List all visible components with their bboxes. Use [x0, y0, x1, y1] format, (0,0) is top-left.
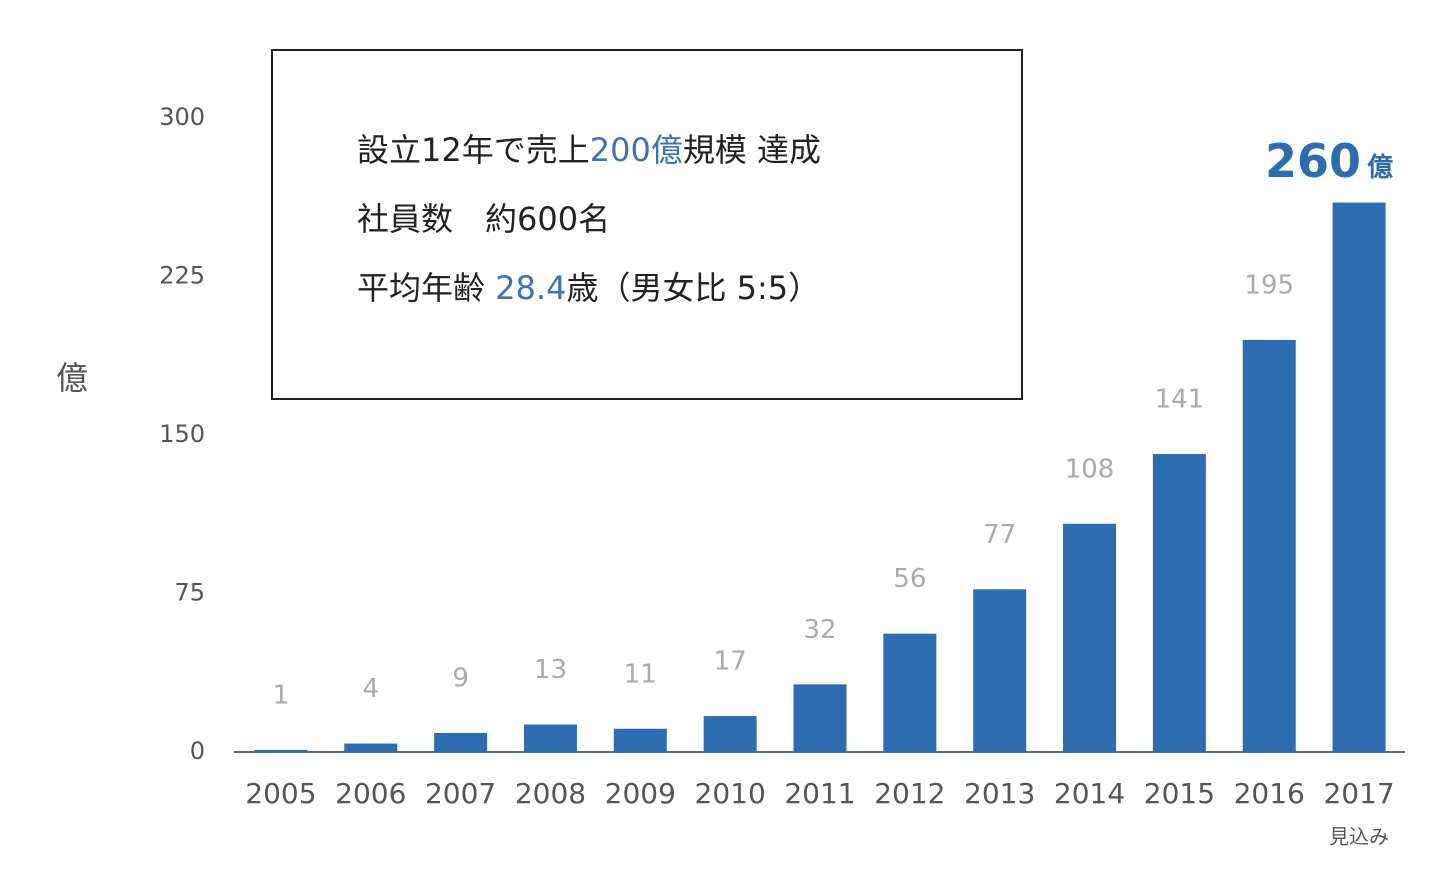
x-tick-label: 2010 — [695, 777, 766, 810]
x-tick-label: 2007 — [425, 777, 496, 810]
bar — [793, 684, 847, 752]
value-label: 195 — [1244, 270, 1294, 300]
value-label: 141 — [1155, 385, 1205, 415]
bar — [344, 743, 398, 752]
note: 見込み — [1329, 825, 1389, 849]
x-tick-label: 2009 — [605, 777, 676, 810]
value-label: 260 — [1265, 134, 1361, 188]
y-tick-label: 75 — [174, 579, 205, 607]
y-tick-label: 225 — [159, 262, 205, 290]
annotation-text: 28.4 — [495, 269, 566, 307]
x-tick-label: 2013 — [964, 777, 1035, 810]
value-label: 9 — [452, 663, 469, 693]
x-tick-label: 2015 — [1144, 777, 1215, 810]
y-tick-label: 0 — [190, 737, 205, 765]
value-label: 77 — [983, 520, 1016, 550]
value-label: 4 — [362, 674, 379, 704]
x-tick-label: 2014 — [1054, 777, 1125, 810]
annotation-text: 設立12年で売上 — [357, 131, 590, 169]
bar — [1242, 339, 1296, 752]
x-tick-label: 2005 — [245, 777, 316, 810]
bar — [883, 633, 937, 752]
y-tick-label: 300 — [159, 103, 205, 131]
bar — [1152, 454, 1206, 752]
value-label: 108 — [1065, 454, 1115, 484]
bar — [434, 732, 488, 752]
annotation-line: 設立12年で売上200億規模 達成 — [357, 131, 821, 169]
bar — [1063, 523, 1117, 752]
x-tick-label: 2006 — [335, 777, 406, 810]
annotation-line: 社員数 約600名 — [357, 200, 610, 238]
bar — [1332, 202, 1386, 753]
annotation-text: 社員数 約600名 — [357, 200, 610, 238]
value-label: 13 — [534, 655, 567, 685]
annotation-box — [271, 49, 1023, 400]
bar — [703, 716, 757, 752]
value-label: 32 — [803, 615, 836, 645]
x-tick-label: 2017 — [1323, 777, 1394, 810]
annotation-text: 規模 達成 — [683, 131, 821, 169]
bar — [523, 724, 577, 752]
x-tick-label: 2008 — [515, 777, 586, 810]
annotation-text: 平均年齢 — [357, 269, 495, 307]
bar — [613, 728, 667, 752]
annotation-text: 歳（男女比 5:5） — [566, 269, 820, 307]
bar — [973, 589, 1027, 752]
annotation-text: 200億 — [590, 131, 683, 169]
x-tick-label: 2016 — [1234, 777, 1305, 810]
y-axis-label: 億 — [56, 359, 88, 397]
x-tick-label: 2012 — [874, 777, 945, 810]
value-label: 17 — [714, 647, 747, 677]
y-tick-label: 150 — [159, 420, 205, 448]
value-label-unit: 億 — [1367, 153, 1393, 183]
bar — [254, 749, 308, 752]
value-label: 11 — [624, 659, 657, 689]
value-label: 1 — [273, 680, 290, 710]
value-label: 56 — [893, 564, 926, 594]
annotation-line: 平均年齢 28.4歳（男女比 5:5） — [357, 269, 820, 307]
x-tick-label: 2011 — [784, 777, 855, 810]
